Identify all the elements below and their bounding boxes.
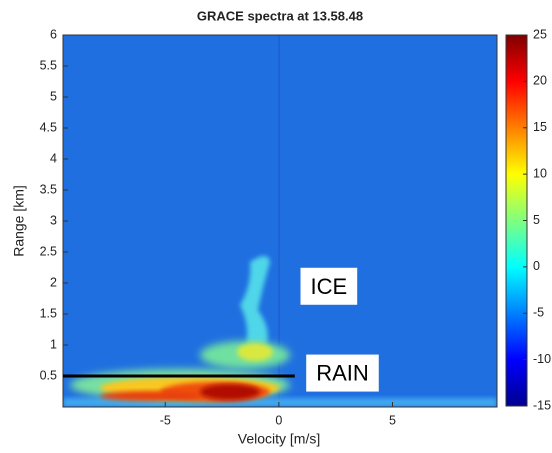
annotation-text: ICE: [311, 274, 348, 299]
x-axis-label: Velocity [m/s]: [238, 431, 320, 447]
colorbar-tick-label: -10: [533, 352, 551, 366]
colorbar-tick-label: 0: [533, 259, 540, 273]
colorbar-tick-label: 10: [533, 166, 547, 180]
colorbar-tick-label: 5: [533, 213, 540, 227]
colorbar-tick-label: 25: [533, 27, 547, 41]
y-tick-label: 0.5: [40, 368, 57, 382]
annotation-box: [306, 354, 379, 392]
chart-title: GRACE spectra at 13.58.48: [197, 8, 363, 23]
annotation: RAIN: [306, 354, 379, 392]
annotation-box: [300, 267, 358, 305]
y-tick-label: 6: [50, 27, 57, 41]
x-tick-label: 0: [275, 413, 282, 427]
y-tick-label: 2.5: [40, 244, 57, 258]
y-tick-label: 1.5: [40, 306, 57, 320]
y-tick-label: 2: [50, 275, 57, 289]
y-tick-label: 1: [50, 337, 57, 351]
colorbar-tick-label: -5: [533, 306, 544, 320]
colorbar-tick-label: 15: [533, 120, 547, 134]
y-tick-label: 3.5: [40, 182, 57, 196]
y-axis-label: Range [km]: [11, 185, 27, 257]
y-tick-label: 4: [50, 151, 57, 165]
colorbar-tick-label: 20: [533, 74, 547, 88]
x-tick-label: 5: [389, 413, 396, 427]
y-tick-label: 5.5: [40, 58, 57, 72]
annotation: ICE: [300, 267, 358, 305]
annotation-text: RAIN: [316, 361, 369, 386]
x-tick-label: -5: [160, 413, 171, 427]
y-tick-label: 5: [50, 89, 57, 103]
spectra-image: [63, 35, 497, 407]
y-tick-label: 4.5: [40, 120, 57, 134]
colorbar-tick-label: -15: [533, 398, 551, 412]
y-tick-label: 3: [50, 213, 57, 227]
